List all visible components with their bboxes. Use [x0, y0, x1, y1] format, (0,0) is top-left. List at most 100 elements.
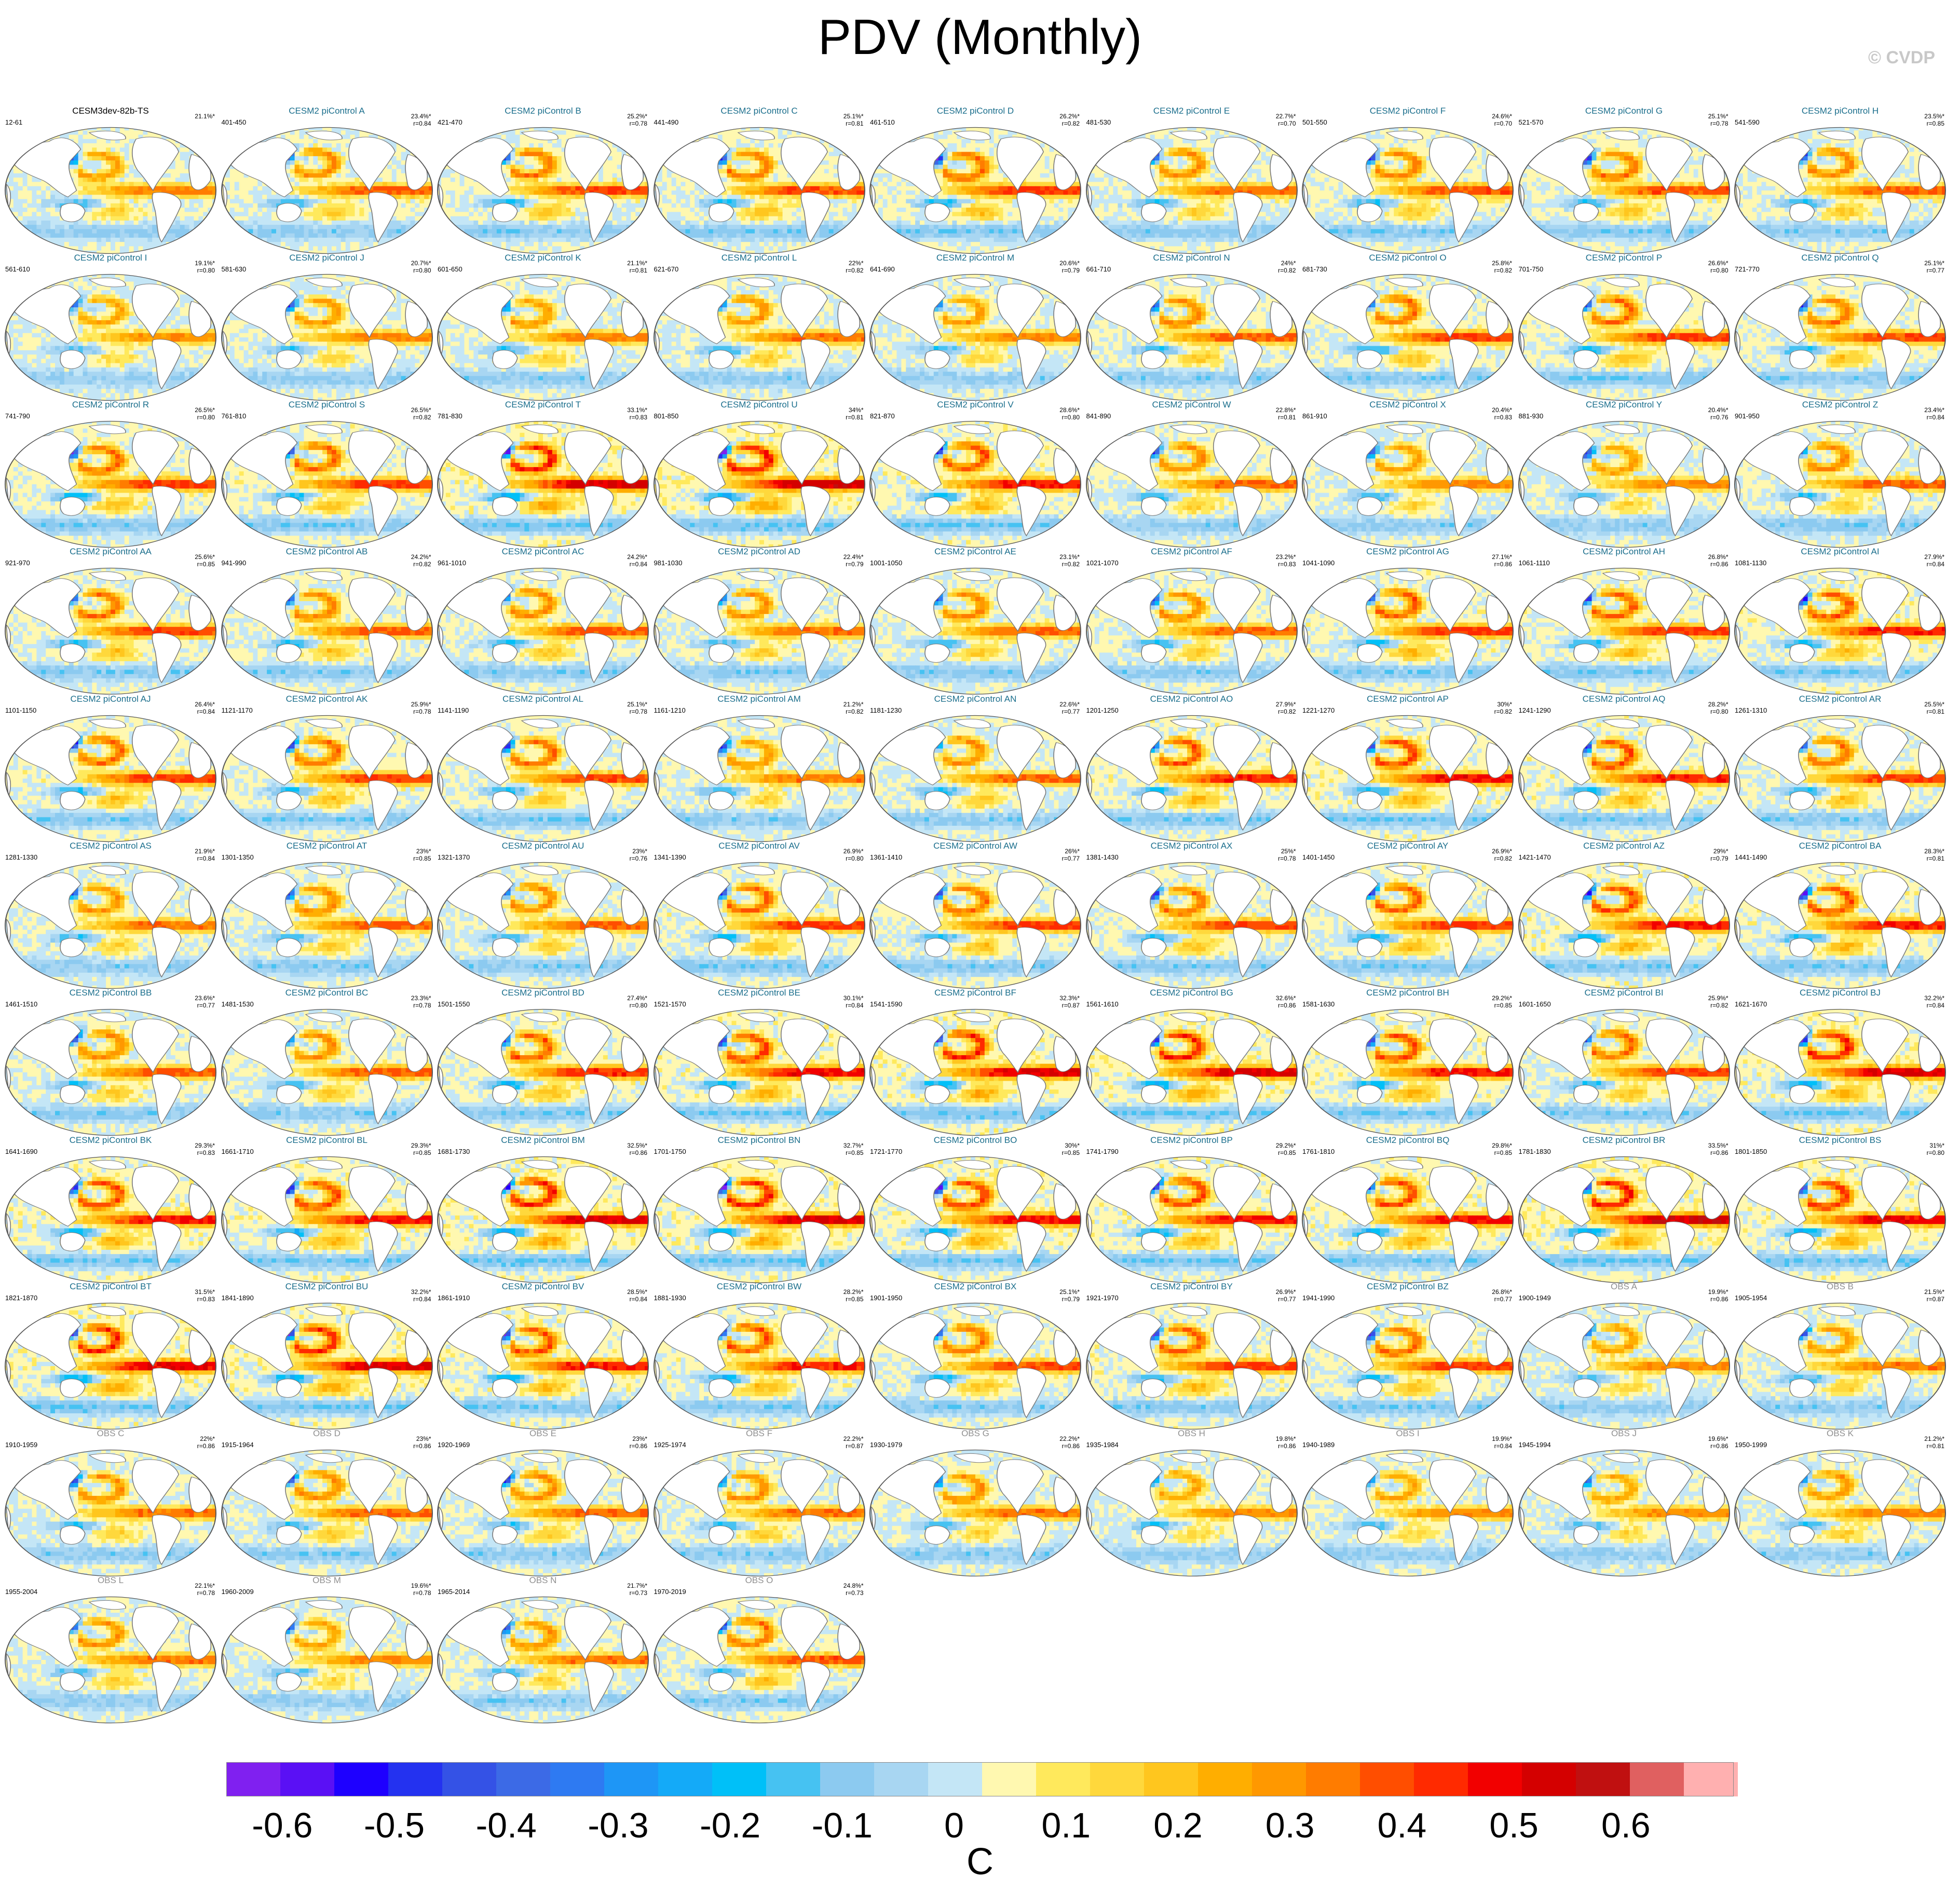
panel-variance-pct: 25%*: [1278, 848, 1296, 855]
panel-years: 1801-1850: [1735, 1148, 1767, 1155]
panel-stats: 25.5%* r=0.81: [1924, 701, 1944, 715]
panel-stats: 28.3%* r=0.81: [1924, 848, 1944, 862]
panel-stats: 21.1%*: [195, 113, 215, 120]
panel-stats: 32.6%* r=0.86: [1276, 994, 1296, 1009]
map-panel: OBS O 1970-2019 24.8%* r=0.73: [653, 1576, 866, 1725]
map-panel: CESM2 piControl F 501-550 24.6%* r=0.70: [1301, 106, 1514, 256]
map-panel: CESM2 piControl BU 1841-1890 32.2%* r=0.84: [221, 1282, 433, 1432]
map-panel: CESM2 piControl AX 1381-1430 25%* r=0.78: [1085, 841, 1298, 991]
panel-years: 1241-1290: [1519, 707, 1551, 714]
map-panel: CESM2 piControl BM 1681-1730 32.5%* r=0.86: [437, 1136, 649, 1285]
map-panel: CESM2 piControl P 701-750 26.6%* r=0.80: [1518, 253, 1731, 403]
map-panel: CESM2 piControl V 821-870 28.6%* r=0.80: [869, 400, 1082, 550]
panel-years: 461-510: [870, 119, 895, 126]
panel-variance-pct: 25.5%*: [1924, 701, 1944, 708]
panel-years: 721-770: [1735, 266, 1760, 273]
map-panel: CESM2 piControl AB 941-990 24.2%* r=0.82: [221, 547, 433, 697]
colorbar-swatch: [1522, 1762, 1576, 1796]
panel-stats: 23%* r=0.86: [413, 1435, 431, 1450]
panel-title: CESM2 piControl AG: [1301, 547, 1514, 556]
sst-regression-map: [1518, 1155, 1731, 1284]
colorbar-swatch: [1306, 1762, 1360, 1796]
map-panel: CESM2 piControl AO 1201-1250 27.9%* r=0.82: [1085, 694, 1298, 844]
panel-years: 1641-1690: [5, 1148, 37, 1155]
panel-years: 561-610: [5, 266, 30, 273]
panel-variance-pct: 26.9%*: [1492, 848, 1512, 855]
panel-title: CESM2 piControl AW: [869, 841, 1082, 851]
sst-regression-map: [4, 861, 217, 990]
panel-stats: 30%* r=0.82: [1494, 701, 1512, 715]
panel-years: 1945-1994: [1519, 1441, 1551, 1449]
panel-variance-pct: 22.8%*: [1276, 406, 1296, 414]
panel-title: CESM2 piControl BY: [1085, 1282, 1298, 1291]
colorbar-swatch: [1036, 1762, 1090, 1796]
colorbar-swatch: [280, 1762, 334, 1796]
panel-variance-pct: 25.6%*: [195, 553, 215, 561]
panel-title: CESM2 piControl BX: [869, 1282, 1082, 1291]
sst-regression-map: [437, 273, 649, 402]
panel-title: CESM2 piControl AE: [869, 547, 1082, 556]
panel-variance-pct: 26.6%*: [1708, 260, 1728, 267]
panel-variance-pct: 26.8%*: [1492, 1288, 1512, 1296]
panel-years: 1061-1110: [1519, 560, 1550, 567]
panel-years: 1261-1310: [1735, 707, 1767, 714]
panel-stats: 19.9%* r=0.84: [1492, 1435, 1512, 1450]
panel-stats: 33.5%* r=0.86: [1708, 1142, 1728, 1156]
map-panel: CESM2 piControl M 641-690 20.6%* r=0.79: [869, 253, 1082, 403]
map-panel: OBS G 1930-1979 22.2%* r=0.86: [869, 1429, 1082, 1578]
panel-years: 1581-1630: [1302, 1001, 1335, 1008]
map-panel: CESM2 piControl AU 1321-1370 23%* r=0.76: [437, 841, 649, 991]
sst-regression-map: [653, 861, 866, 990]
colorbar-swatch: [496, 1762, 550, 1796]
panel-title: CESM2 piControl BB: [4, 988, 217, 998]
panel-title: CESM2 piControl AK: [221, 694, 433, 704]
sst-regression-map: [869, 273, 1082, 402]
panel-years: 1621-1670: [1735, 1001, 1767, 1008]
panel-stats: 22.8%* r=0.81: [1276, 406, 1296, 421]
map-panel: CESM2 piControl BY 1921-1970 26.9%* r=0.77: [1085, 1282, 1298, 1432]
panel-variance-pct: 23.3%*: [411, 994, 431, 1002]
sst-regression-map: [1085, 1302, 1298, 1430]
panel-variance-pct: 20.7%*: [411, 260, 431, 267]
map-panel: CESM2 piControl K 601-650 21.1%* r=0.81: [437, 253, 649, 403]
panel-stats: 23%* r=0.86: [630, 1435, 647, 1450]
panel-stats: 29.3%* r=0.85: [411, 1142, 431, 1156]
panel-stats: 21.5%* r=0.87: [1924, 1288, 1944, 1303]
panel-stats: 31.5%* r=0.83: [195, 1288, 215, 1303]
sst-regression-map: [1734, 1449, 1947, 1577]
panel-title: CESM2 piControl BH: [1301, 988, 1514, 998]
panel-stats: 24.2%* r=0.82: [411, 553, 431, 568]
panel-variance-pct: 25.9%*: [1708, 994, 1728, 1002]
sst-regression-map: [653, 420, 866, 549]
panel-stats: 23%* r=0.76: [630, 848, 647, 862]
panel-stats: 22.1%* r=0.78: [195, 1582, 215, 1597]
panel-years: 581-630: [222, 266, 247, 273]
panel-years: 1081-1130: [1735, 560, 1766, 567]
panel-title: OBS G: [869, 1429, 1082, 1438]
colorbar-swatch: [604, 1762, 658, 1796]
panel-years: 1721-1770: [870, 1148, 902, 1155]
panel-stats: 27.1%* r=0.86: [1492, 553, 1512, 568]
panel-title: CESM2 piControl V: [869, 400, 1082, 410]
panel-years: 741-790: [5, 413, 30, 420]
panel-title: OBS H: [1085, 1429, 1298, 1438]
colorbar-swatch: [1630, 1762, 1684, 1796]
panel-title: CESM2 piControl M: [869, 253, 1082, 263]
panel-stats: 22.4%* r=0.79: [843, 553, 864, 568]
panel-stats: 32.7%* r=0.85: [843, 1142, 864, 1156]
panel-variance-pct: 24.6%*: [1492, 113, 1512, 120]
panel-title: CESM2 piControl C: [653, 106, 866, 116]
panel-stats: 22.7%* r=0.70: [1276, 113, 1296, 127]
panel-years: 1925-1974: [654, 1441, 686, 1449]
map-panel: OBS J 1945-1994 19.6%* r=0.86: [1518, 1429, 1731, 1578]
panel-variance-pct: 19.9%*: [1708, 1288, 1728, 1296]
panel-title: CESM2 piControl R: [4, 400, 217, 410]
map-panel: CESM2 piControl BJ 1621-1670 32.2%* r=0.84: [1734, 988, 1947, 1138]
map-panel: CESM2 piControl E 481-530 22.7%* r=0.70: [1085, 106, 1298, 256]
panel-years: 1561-1610: [1086, 1001, 1119, 1008]
panel-years: 1541-1590: [870, 1001, 902, 1008]
sst-regression-map: [653, 126, 866, 255]
panel-variance-pct: 24.2%*: [627, 553, 647, 561]
panel-variance-pct: 27.9%*: [1924, 553, 1944, 561]
panel-variance-pct: 22%*: [846, 260, 863, 267]
